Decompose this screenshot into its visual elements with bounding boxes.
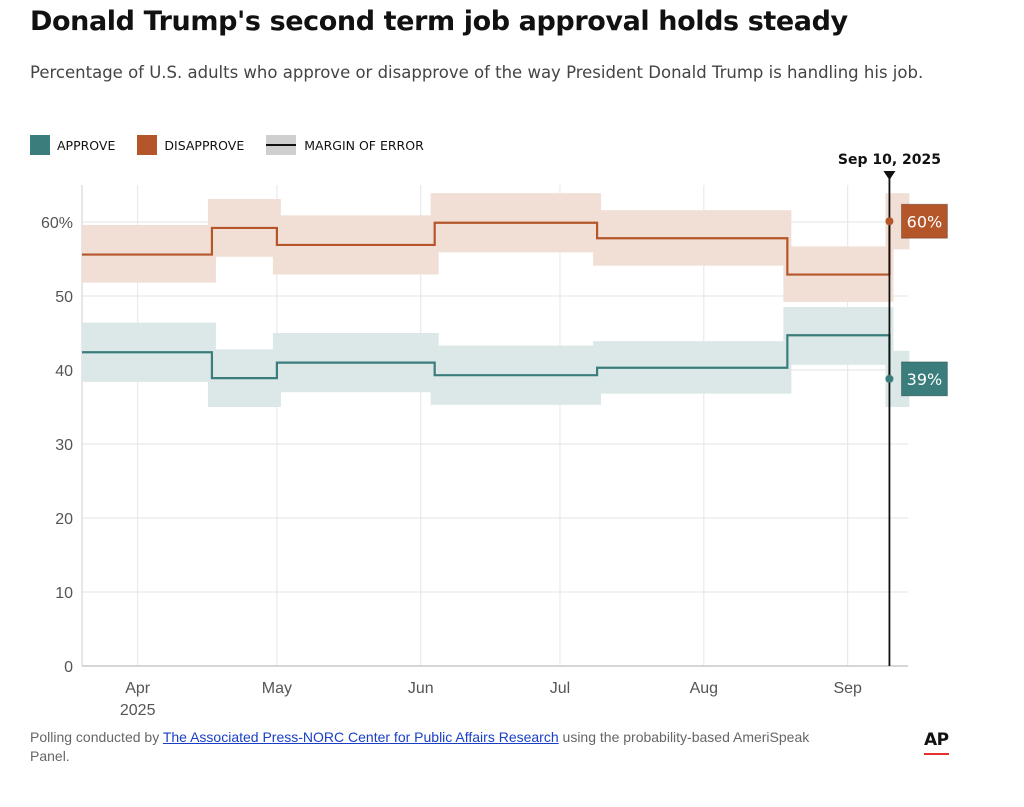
end-label-box-approve (900, 361, 948, 397)
end-label-disapprove: 60% (907, 212, 943, 231)
disapprove-swatch (137, 135, 158, 155)
end-label-box-disapprove (900, 203, 948, 239)
x-tick-label: Jul (550, 680, 570, 697)
chart-subtitle: Percentage of U.S. adults who approve or… (30, 63, 924, 82)
date-marker-triangle (883, 171, 896, 180)
y-tick-label: 40 (55, 363, 73, 380)
legend-disapprove-label: DISAPPROVE (164, 137, 245, 153)
endpoint-disapprove (885, 217, 894, 226)
legend-moe-label: MARGIN OF ERROR (304, 137, 424, 153)
y-tick-label: 60% (41, 215, 73, 232)
x-tick-sublabel: 2025 (120, 702, 156, 719)
x-tick-label: Jun (408, 680, 434, 697)
legend-approve: APPROVE (30, 135, 115, 155)
norc-link[interactable]: The Associated Press-NORC Center for Pub… (162, 729, 559, 745)
approve-swatch (30, 135, 50, 155)
series-line-approve (82, 334, 891, 380)
x-tick-label: Apr (125, 680, 151, 697)
x-tick-label: Sep (833, 680, 862, 697)
y-tick-label: 20 (55, 511, 73, 528)
legend: APPROVE DISAPPROVE MARGIN OF ERROR (30, 135, 446, 155)
legend-disapprove: DISAPPROVE (137, 135, 244, 155)
legend-approve-label: APPROVE (57, 137, 116, 153)
ap-logo: AP (924, 730, 949, 755)
approval-chart: Sep 10, 2025 39% 60% 0 10 20 30 40 50 60% Apr 2025 M… (41, 152, 948, 719)
x-tick-label: Aug (690, 680, 718, 697)
date-marker-label: Sep 10, 2025 (838, 152, 941, 168)
endpoint-approve (885, 374, 894, 383)
margin-of-error-swatch (266, 135, 297, 155)
legend-moe: MARGIN OF ERROR (266, 135, 424, 155)
end-label-approve: 39% (907, 370, 943, 389)
x-tick-label: May (262, 680, 292, 697)
y-tick-label: 0 (64, 659, 73, 676)
y-tick-label: 50 (55, 289, 73, 306)
series-line-disapprove (82, 221, 891, 276)
footnote: Polling conducted by The Associated Pres… (30, 728, 830, 766)
footnote-post: using the probability-based AmeriSpeak P… (30, 729, 810, 764)
y-tick-label: 30 (55, 437, 73, 454)
footnote-pre: Polling conducted by (30, 729, 163, 745)
y-tick-label: 10 (55, 585, 73, 602)
chart-title: Donald Trump's second term job approval … (30, 6, 848, 37)
